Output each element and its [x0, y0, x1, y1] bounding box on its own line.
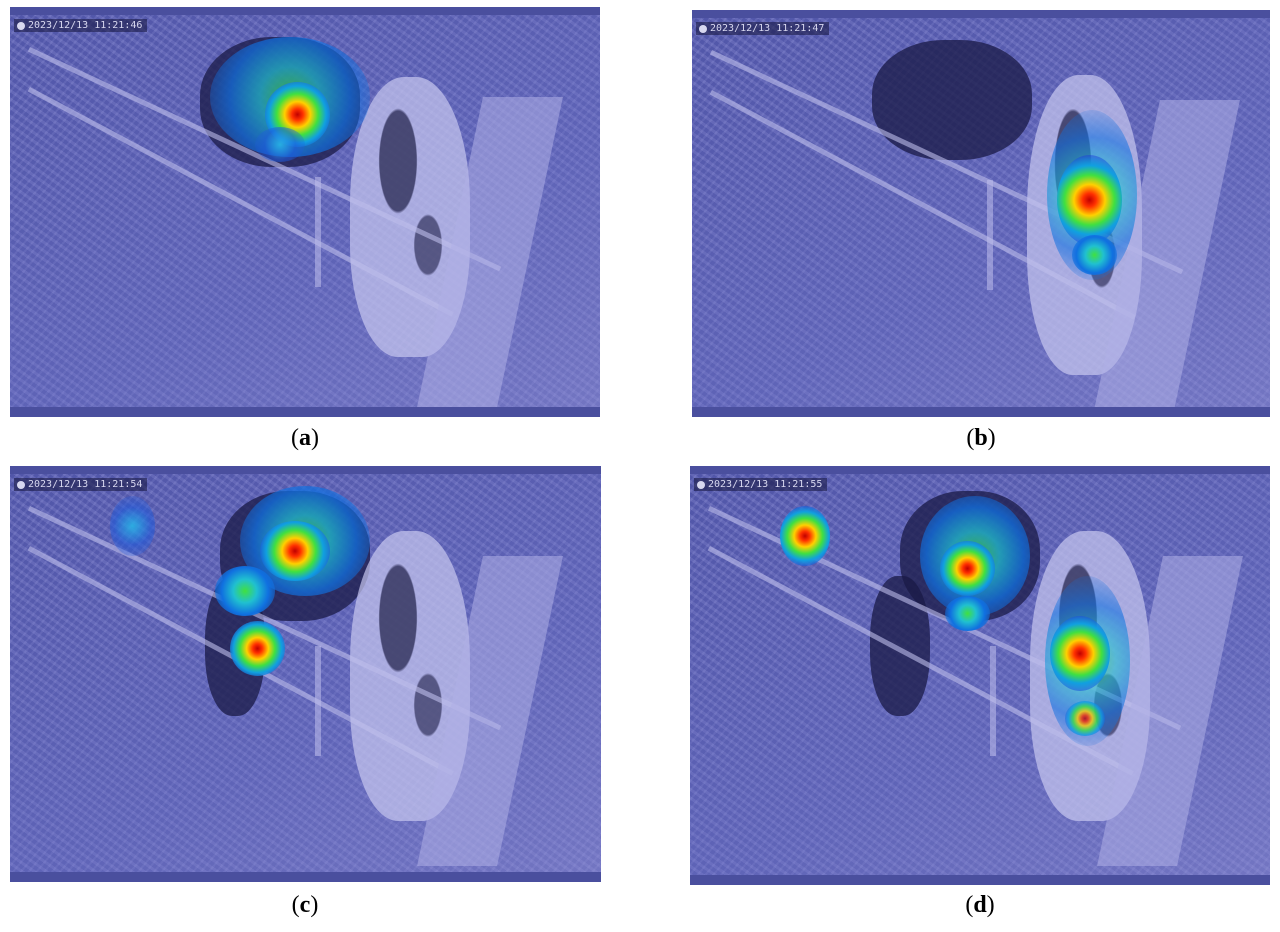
heatmap-blob — [1050, 616, 1110, 691]
timestamp-overlay: 2023/12/13 11:21:46 — [14, 19, 148, 32]
camera-icon — [699, 24, 707, 33]
frame-bottom-bar — [690, 875, 1270, 885]
panel-b-label: (b) — [966, 425, 996, 451]
panel-b-image: 2023/12/13 11:21:47 — [692, 10, 1270, 417]
frame-top-bar — [690, 466, 1270, 474]
frame-bottom-bar — [10, 407, 600, 417]
heatmap-blob — [230, 621, 285, 676]
heatmap-blob — [940, 541, 995, 596]
heatmap-blob — [1057, 155, 1122, 245]
panel-d-label: (d) — [965, 892, 995, 918]
panel-c-label: (c) — [291, 892, 319, 918]
timestamp-overlay: 2023/12/13 11:21:47 — [696, 22, 830, 35]
camera-icon — [697, 480, 705, 489]
heatmap-blob — [1072, 235, 1117, 275]
panel-d-image: 2023/12/13 11:21:55 — [690, 466, 1270, 885]
cow-dark — [872, 40, 1032, 160]
timestamp-overlay: 2023/12/13 11:21:55 — [694, 478, 828, 491]
timestamp-text: 2023/12/13 11:21:55 — [708, 479, 823, 490]
camera-icon — [17, 480, 25, 489]
frame-top-bar — [692, 10, 1270, 18]
heatmap-blob — [255, 127, 305, 162]
frame-top-bar — [10, 7, 600, 15]
timestamp-overlay: 2023/12/13 11:21:54 — [14, 478, 148, 491]
fence-post — [990, 646, 996, 756]
timestamp-text: 2023/12/13 11:21:54 — [28, 479, 143, 490]
heatmap-blob — [260, 521, 330, 581]
panel-a-image: 2023/12/13 11:21:46 — [10, 7, 600, 417]
timestamp-text: 2023/12/13 11:21:47 — [710, 23, 825, 34]
fence-post — [987, 180, 993, 290]
heatmap-blob — [1065, 701, 1105, 736]
frame-bottom-bar — [692, 407, 1270, 417]
heatmap-blob — [110, 496, 155, 556]
panel-c-image: 2023/12/13 11:21:54 — [10, 466, 601, 882]
heatmap-blob — [945, 596, 990, 631]
heatmap-blob — [215, 566, 275, 616]
frame-top-bar — [10, 466, 601, 474]
panel-a-label: (a) — [291, 425, 319, 451]
timestamp-text: 2023/12/13 11:21:46 — [28, 20, 143, 31]
frame-bottom-bar — [10, 872, 601, 882]
heatmap-blob — [780, 506, 830, 566]
camera-icon — [17, 21, 25, 30]
fence-post — [315, 646, 321, 756]
fence-post — [315, 177, 321, 287]
